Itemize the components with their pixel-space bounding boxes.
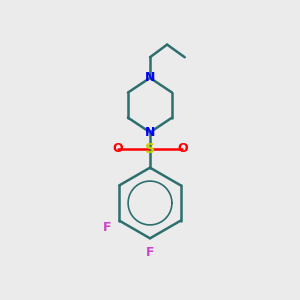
Text: N: N [145,71,155,84]
Text: O: O [112,142,123,155]
Text: S: S [145,142,155,155]
Text: F: F [103,221,111,234]
Text: F: F [146,246,154,259]
Text: O: O [177,142,188,155]
Text: N: N [145,126,155,139]
